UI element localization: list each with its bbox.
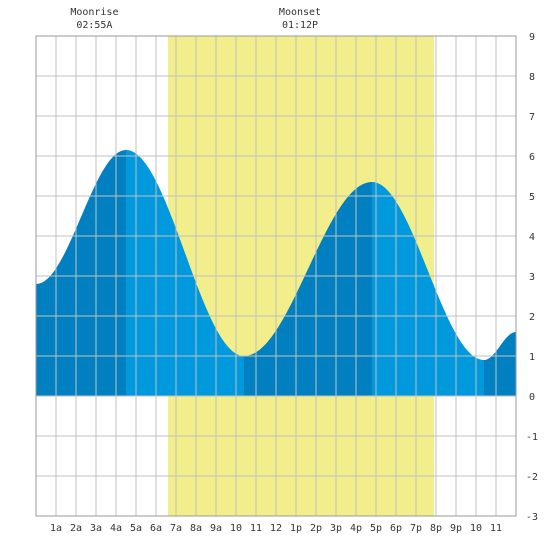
- x-tick-label: 7p: [410, 523, 422, 534]
- x-tick-label: 9a: [210, 523, 222, 534]
- tide-segment: [36, 150, 126, 396]
- x-tick-label: 5a: [130, 523, 142, 534]
- tide-segment: [484, 332, 516, 396]
- x-tick-label: 2a: [70, 523, 82, 534]
- x-tick-label: 7a: [170, 523, 182, 534]
- y-tick-label: 2: [529, 312, 535, 323]
- y-tick-label: -3: [526, 512, 538, 523]
- x-axis-labels: 1a 2a 3a 4a 5a 6a 7a 8a 9a 10 11 12 1p 2p 3p 4p 5p 6p 7p 8p…: [50, 523, 502, 534]
- y-tick-label: 9: [529, 32, 535, 43]
- moonset-label: Moonset: [279, 7, 321, 18]
- x-tick-label: 10: [470, 523, 482, 534]
- y-tick-label: 0: [529, 392, 535, 403]
- x-tick-label: 8a: [190, 523, 202, 534]
- y-tick-label: 6: [529, 152, 535, 163]
- x-tick-label: 11: [250, 523, 262, 534]
- grid: [36, 36, 516, 516]
- moonset-time: 01:12P: [282, 20, 318, 31]
- x-tick-label: 8p: [430, 523, 442, 534]
- x-tick-label: 3a: [90, 523, 102, 534]
- x-tick-label: 1a: [50, 523, 62, 534]
- plot-border: [35, 35, 517, 517]
- y-tick-label: 3: [529, 272, 535, 283]
- x-tick-label: 6p: [390, 523, 402, 534]
- x-tick-label: 5p: [370, 523, 382, 534]
- y-tick-label: 1: [529, 352, 535, 363]
- y-tick-label: -2: [526, 472, 538, 483]
- x-tick-label: 4a: [110, 523, 122, 534]
- y-tick-label: 4: [529, 232, 535, 243]
- x-tick-label: 3p: [330, 523, 342, 534]
- x-tick-label: 6a: [150, 523, 162, 534]
- moonrise-time: 02:55A: [76, 20, 112, 31]
- x-tick-label: 4p: [350, 523, 362, 534]
- x-tick-label: 9p: [450, 523, 462, 534]
- x-tick-label: 12: [270, 523, 282, 534]
- y-axis-labels: 9 8 7 6 5 4 3 2 1 0 -1 -2 -3: [526, 32, 538, 523]
- x-tick-label: 2p: [310, 523, 322, 534]
- moonrise-label: Moonrise: [70, 7, 118, 18]
- y-tick-label: 5: [529, 192, 535, 203]
- y-tick-label: -1: [526, 432, 538, 443]
- y-tick-label: 8: [529, 72, 535, 83]
- x-tick-label: 11: [490, 523, 502, 534]
- y-tick-label: 7: [529, 112, 535, 123]
- x-tick-label: 1p: [290, 523, 302, 534]
- x-tick-label: 10: [230, 523, 242, 534]
